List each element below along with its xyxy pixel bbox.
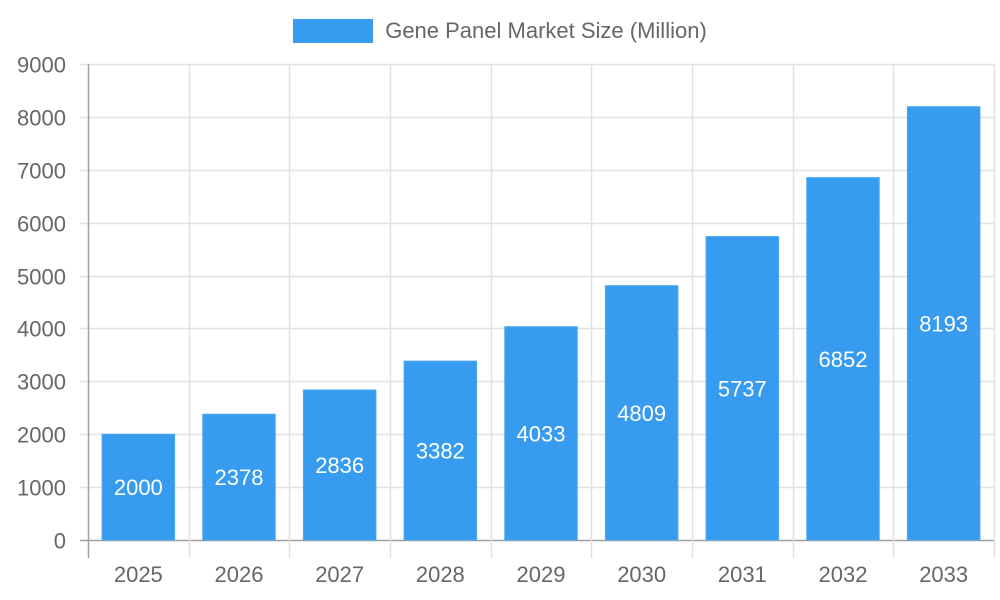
bar-2028[interactable]: [403, 360, 478, 541]
bar-2025[interactable]: [101, 433, 176, 541]
x-tick-label: 2033: [919, 562, 968, 587]
bar-value-label: 5737: [718, 376, 767, 401]
bar-value-label: 4809: [617, 401, 666, 426]
bar-2027[interactable]: [302, 389, 377, 541]
bar-2032[interactable]: [806, 177, 880, 541]
bar-value-label: 2000: [114, 475, 163, 500]
y-tick-label: 7000: [17, 159, 66, 184]
bar-value-label: 2378: [215, 465, 264, 490]
x-tick-label: 2032: [819, 562, 868, 587]
y-axis: 0 1000 2000 3000 4000 5000 6000 7000 8000 9000: [17, 53, 66, 554]
bar-2029[interactable]: [504, 326, 578, 541]
y-tick-label: 8000: [17, 106, 66, 131]
chart-legend[interactable]: Gene Panel Market Size (Million): [0, 18, 1000, 44]
x-tick-label: 2031: [718, 562, 767, 587]
y-tick-label: 3000: [17, 370, 66, 395]
y-tick-label: 4000: [17, 317, 66, 342]
y-tick-label: 1000: [17, 476, 66, 501]
bar-series: 2000 2378 2836 3382 4033 4809 5737 6852 8193: [101, 106, 981, 541]
grid-lines: [80, 63, 996, 558]
y-tick-label: 5000: [17, 265, 66, 290]
y-tick-label: 6000: [17, 212, 66, 237]
x-tick-label: 2026: [215, 562, 264, 587]
legend-label: Gene Panel Market Size (Million): [385, 18, 707, 43]
legend-swatch: [293, 19, 374, 43]
bar-2033[interactable]: [906, 106, 981, 541]
x-tick-label: 2025: [114, 562, 163, 587]
y-tick-label: 2000: [17, 423, 66, 448]
y-tick-label: 0: [54, 529, 66, 554]
bar-value-label: 8193: [919, 311, 968, 336]
x-tick-label: 2028: [416, 562, 465, 587]
bar-value-label: 3382: [416, 439, 465, 464]
bar-2026[interactable]: [202, 413, 276, 541]
x-tick-label: 2029: [517, 562, 566, 587]
bar-value-label: 6852: [819, 347, 868, 372]
bar-2031[interactable]: [705, 236, 780, 541]
bar-value-label: 4033: [517, 421, 566, 446]
bar-2030[interactable]: [604, 285, 679, 541]
x-tick-label: 2027: [315, 562, 364, 587]
bar-value-label: 2836: [315, 453, 364, 478]
x-tick-label: 2030: [617, 562, 666, 587]
x-axis: 2025 2026 2027 2028 2029 2030 2031 2032 2033: [114, 562, 968, 587]
y-tick-label: 9000: [17, 53, 66, 78]
